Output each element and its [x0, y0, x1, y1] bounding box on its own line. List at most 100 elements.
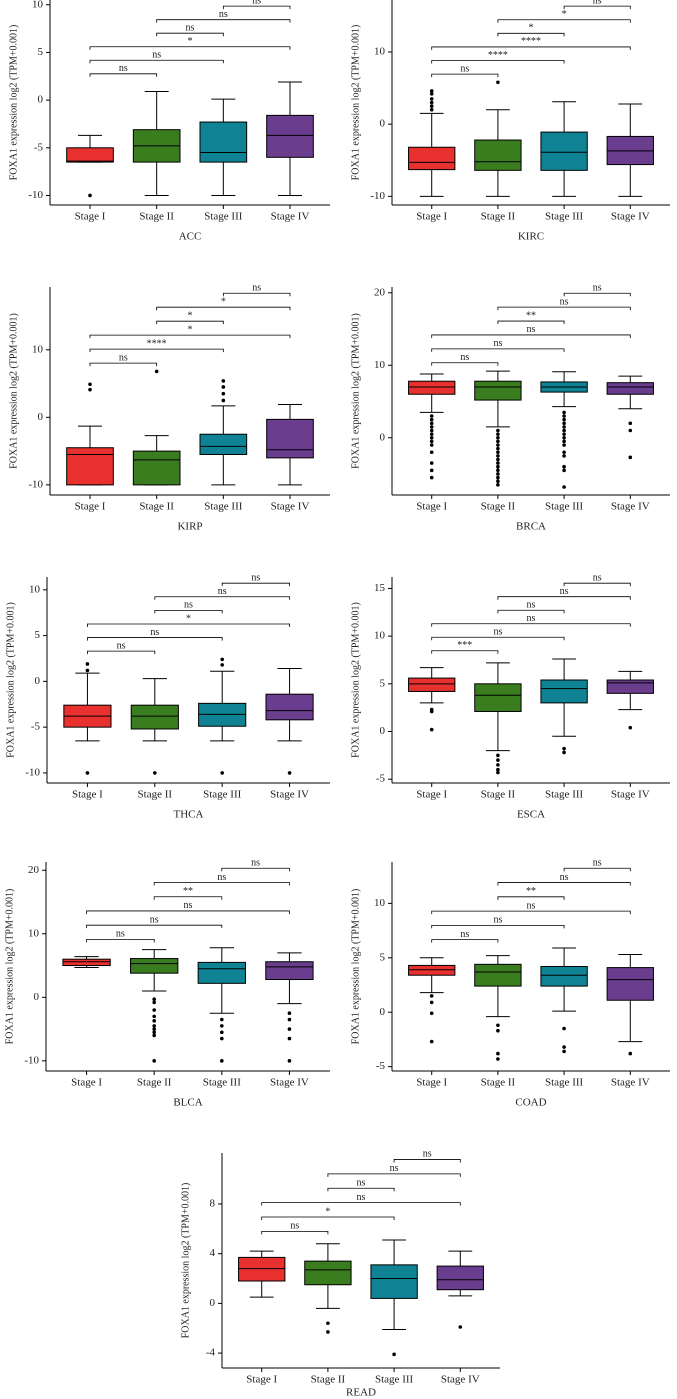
- x-axis-title: THCA: [174, 809, 204, 821]
- outlier: [496, 758, 500, 762]
- significance-label: *: [188, 310, 193, 321]
- box: [540, 966, 588, 987]
- significance-bracket: [156, 32, 224, 37]
- x-axis-title: READ: [346, 1387, 376, 1399]
- significance-label: ns: [217, 872, 226, 883]
- significance-bracket: [327, 1173, 461, 1177]
- significance-bracket: [221, 582, 290, 587]
- outlier: [562, 425, 566, 429]
- outlier: [152, 1014, 156, 1019]
- outlier: [153, 771, 157, 775]
- outlier: [88, 387, 92, 392]
- significance-label: ns: [423, 1149, 432, 1160]
- significance-label: ns: [527, 600, 536, 611]
- outlier: [429, 994, 434, 998]
- x-tick-label: Stage IV: [611, 1077, 650, 1089]
- outlier: [562, 435, 566, 440]
- x-axis-title: KIRP: [177, 521, 202, 533]
- y-tick-label: 10: [374, 46, 386, 58]
- significance-label: ns: [251, 858, 260, 869]
- significance-label: ns: [150, 627, 159, 638]
- y-tick-label: -10: [25, 766, 40, 778]
- outlier: [88, 193, 92, 198]
- significance-label: ns: [184, 900, 193, 911]
- outlier: [220, 771, 224, 775]
- significance-label: ****: [521, 36, 541, 47]
- significance-label: ns: [184, 600, 193, 611]
- outlier: [152, 1027, 156, 1031]
- x-tick-label: Stage III: [545, 501, 584, 513]
- significance-bracket: [89, 46, 291, 50]
- significance-bracket: [221, 867, 290, 872]
- y-tick-label: -5: [31, 721, 41, 733]
- outlier: [85, 662, 90, 666]
- box: [474, 963, 522, 987]
- significance-bracket: [431, 334, 631, 338]
- y-tick-label: 5: [35, 629, 41, 641]
- outlier: [287, 1017, 292, 1022]
- significance-label: ns: [116, 929, 125, 940]
- outlier: [152, 1024, 156, 1028]
- outlier: [429, 92, 434, 96]
- outlier: [429, 421, 434, 426]
- significance-label: ns: [527, 613, 536, 624]
- outlier: [458, 1325, 463, 1329]
- box: [540, 679, 588, 704]
- outlier: [562, 414, 566, 418]
- box: [265, 961, 314, 981]
- outlier: [152, 997, 156, 1002]
- significance-label: ns: [219, 9, 228, 20]
- outlier: [152, 1000, 156, 1005]
- significance-bracket: [431, 73, 499, 78]
- outlier: [152, 1019, 156, 1023]
- outlier: [496, 450, 500, 455]
- outlier: [429, 1039, 434, 1044]
- significance-bracket: [89, 334, 291, 339]
- y-tick-label: -10: [28, 478, 43, 490]
- outlier: [628, 455, 633, 460]
- significance-label: ns: [460, 63, 469, 74]
- significance-bracket: [431, 924, 565, 929]
- x-tick-label: Stage I: [75, 501, 106, 513]
- outlier: [220, 1017, 224, 1022]
- outlier: [429, 100, 434, 105]
- outlier: [562, 468, 566, 473]
- outlier: [496, 1023, 500, 1028]
- significance-bracket: [89, 362, 158, 367]
- significance-bracket: [497, 596, 631, 600]
- significance-label: *: [562, 9, 567, 20]
- outlier: [496, 763, 500, 767]
- box: [408, 146, 456, 171]
- x-tick-label: Stage IV: [271, 211, 310, 223]
- y-tick-label: 5: [38, 46, 44, 58]
- outlier: [429, 468, 434, 473]
- x-tick-label: Stage I: [416, 501, 447, 513]
- outlier: [628, 421, 633, 426]
- significance-bracket: [154, 596, 290, 600]
- significance-label: ns: [186, 23, 195, 34]
- box: [606, 967, 654, 1001]
- y-tick-label: -5: [376, 773, 386, 785]
- outlier: [287, 1036, 292, 1041]
- outlier: [562, 746, 566, 751]
- outlier: [496, 1051, 500, 1056]
- x-tick-label: Stage I: [416, 1077, 447, 1089]
- significance-bracket: [431, 46, 631, 50]
- box: [408, 964, 456, 976]
- significance-label: ns: [357, 1192, 366, 1203]
- outlier: [429, 461, 434, 465]
- box: [606, 679, 654, 694]
- outlier: [429, 104, 434, 108]
- y-tick-label: 10: [29, 583, 41, 595]
- y-tick-label: 0: [35, 675, 41, 687]
- x-tick-label: Stage III: [204, 211, 243, 223]
- outlier: [429, 97, 434, 101]
- significance-bracket: [497, 306, 631, 311]
- outlier: [429, 432, 434, 436]
- outlier: [85, 771, 90, 775]
- significance-bracket: [431, 939, 499, 943]
- box: [266, 418, 314, 459]
- significance-label: ns: [117, 640, 126, 651]
- y-tick-label: 0: [380, 431, 386, 443]
- significance-label: ns: [560, 872, 569, 883]
